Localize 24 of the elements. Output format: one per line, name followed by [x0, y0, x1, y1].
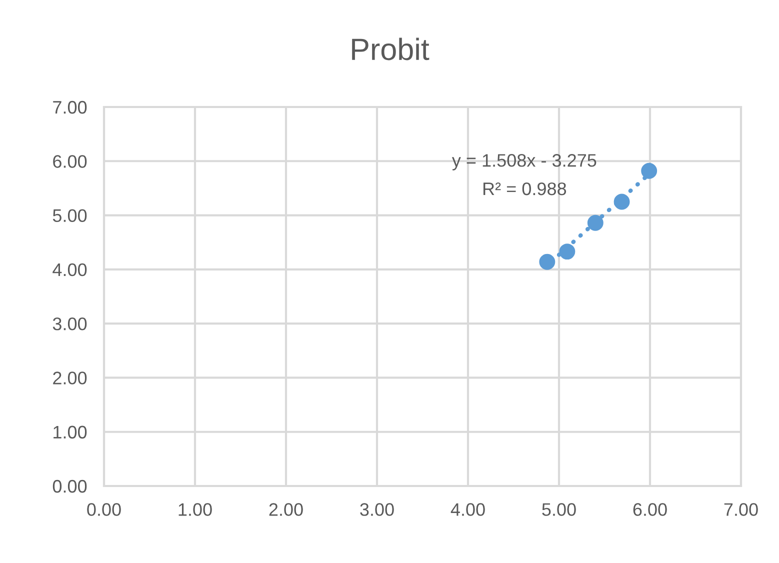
- point: [587, 214, 604, 231]
- annotation: y = 1.508x - 3.275: [452, 154, 596, 170]
- x-tick-label: 1.00: [178, 503, 212, 516]
- x-tick-label: 4.00: [450, 503, 485, 516]
- x-tick-label: 2.00: [269, 503, 303, 516]
- point: [539, 254, 556, 270]
- y-tick-label: 5.00: [52, 209, 87, 222]
- y-tick-label: 4.00: [52, 263, 87, 276]
- point: [614, 194, 630, 210]
- y-tick-label: 1.00: [54, 426, 87, 439]
- x-tick-label: 3.00: [360, 503, 394, 516]
- y-tick-label: 3.00: [52, 318, 87, 330]
- x-tick-label: 7.00: [724, 503, 758, 516]
- x-tick-label: 6.00: [633, 503, 667, 516]
- y-tick-label: 6.00: [53, 155, 87, 168]
- chart-title: Probit: [352, 38, 430, 60]
- y-tick-label: 2.00: [53, 372, 87, 384]
- y-tick-label: 0.00: [52, 480, 87, 493]
- point: [559, 244, 576, 260]
- point: [641, 162, 658, 179]
- annotation: R² = 0.988: [483, 182, 566, 196]
- y-tick-label: 7.00: [53, 100, 87, 114]
- x-tick-label: 0.00: [87, 503, 121, 516]
- x-tick-label: 5.00: [542, 503, 576, 516]
